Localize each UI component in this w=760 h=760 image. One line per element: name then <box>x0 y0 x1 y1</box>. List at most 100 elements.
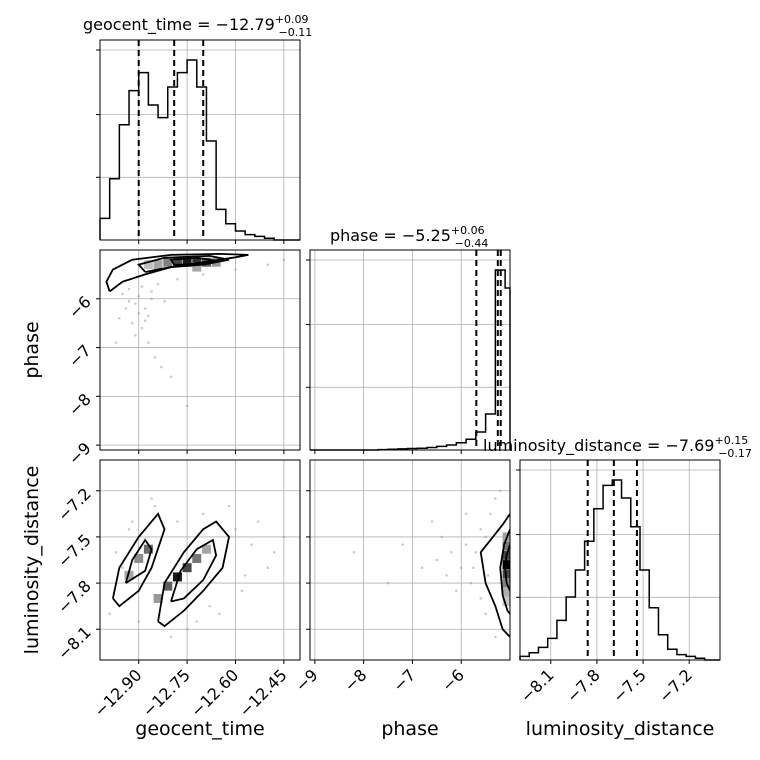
scatter-point <box>150 290 153 293</box>
scatter-point <box>464 543 468 546</box>
ytick-label-phase: −8 <box>65 390 95 420</box>
density-cell <box>163 581 173 591</box>
scatter-point <box>140 285 144 288</box>
density-cell <box>502 587 510 597</box>
scatter-point <box>169 635 173 639</box>
scatter-point <box>464 512 468 516</box>
frame-luminosity_distance_vs_geocent_time <box>99 459 301 661</box>
ytick-label-luminosity_distance: −7.8 <box>54 576 95 617</box>
scatter-point <box>266 263 270 266</box>
scatter-point <box>459 566 463 569</box>
hist-panel-geocent_time <box>96 39 301 244</box>
scatter-point <box>445 574 448 577</box>
scatter-point <box>127 527 131 531</box>
density-cell <box>192 257 202 267</box>
hist-steps-luminosity_distance <box>519 479 720 661</box>
xtick-label-luminosity_distance: −7.5 <box>609 665 650 706</box>
frame-phase_vs_geocent_time <box>99 249 301 451</box>
density-cell <box>172 257 182 267</box>
xtick-label-luminosity_distance: −8.1 <box>517 665 558 706</box>
scatter-point <box>489 512 492 516</box>
scatter-point <box>484 535 487 539</box>
xlabel-phase: phase <box>381 718 438 740</box>
contour-line <box>137 254 230 273</box>
contour-line <box>105 253 249 293</box>
xtick-label-phase: −6 <box>438 665 468 695</box>
scatter-point <box>208 604 211 608</box>
scatter-point <box>474 551 478 554</box>
xtick-label-geocent_time: −12.60 <box>187 665 242 720</box>
contour-line <box>479 513 510 638</box>
ytick-label-phase: −9 <box>65 439 95 469</box>
scatter-point <box>185 404 189 408</box>
hist-panel-phase <box>306 249 511 454</box>
density-cell <box>182 563 192 573</box>
title-phase: phase = −5.25+0.06 −0.44 <box>330 224 488 250</box>
scatter-point <box>243 574 247 577</box>
scatter-point <box>150 297 153 301</box>
scatter-point <box>130 321 134 325</box>
scatter-point <box>282 258 286 262</box>
panel-phase_vs_geocent_time <box>96 249 301 454</box>
scatter-point <box>137 620 141 623</box>
density-cell <box>502 541 510 551</box>
contour-line <box>112 512 166 608</box>
xtick-label-geocent_time: −12.45 <box>235 665 290 720</box>
scatter-point <box>218 612 221 616</box>
scatter-point <box>201 512 205 516</box>
scatter-point <box>494 635 497 639</box>
scatter-point <box>240 589 244 593</box>
scatter-point <box>156 282 160 286</box>
scatter-point <box>440 535 444 539</box>
scatter-point <box>195 620 199 623</box>
panel-content-luminosity_distance_vs_geocent_time <box>100 460 300 660</box>
scatter-point <box>484 612 487 616</box>
panel-content-phase_vs_geocent_time <box>100 250 300 450</box>
scatter-point <box>140 326 144 330</box>
scatter-point <box>134 302 137 305</box>
plot-layer: −12.90−12.75−12.60−12.45 −9 −8 −7 −6 −8.1 −7.8… <box>54 39 721 721</box>
xtick-label-luminosity_distance: −7.2 <box>655 665 696 706</box>
density-cell <box>153 260 163 270</box>
xtick-label-geocent_time: −12.90 <box>90 665 145 720</box>
scatter-point <box>150 497 153 500</box>
density-cell <box>182 257 192 267</box>
ytick-label-phase: −7 <box>65 341 95 371</box>
scatter-point <box>121 566 124 569</box>
scatter-point <box>163 299 166 303</box>
scatter-point <box>121 292 124 296</box>
xlabel-geocent-time: geocent_time <box>135 718 264 740</box>
scatter-point <box>127 299 131 303</box>
title-luminosity-distance: luminosity_distance = −7.69+0.15 −0.17 <box>483 434 752 460</box>
scatter-point <box>435 558 439 562</box>
xtick-label-phase: −7 <box>389 665 419 695</box>
scatter-point <box>420 566 424 569</box>
xtick-label-luminosity_distance: −7.8 <box>563 665 604 706</box>
ytick-label-phase: −6 <box>65 292 95 322</box>
scatter-point <box>234 527 237 531</box>
scatter-point <box>352 551 356 554</box>
xlabel-luminosity-distance: luminosity_distance <box>526 718 715 740</box>
scatter-point <box>130 520 134 523</box>
hist-frame-geocent_time <box>99 39 301 241</box>
scatter-point <box>386 581 390 585</box>
scatter-point <box>114 551 118 554</box>
hist-frame-phase <box>309 249 511 451</box>
contour-line <box>124 538 153 584</box>
contour-line <box>504 544 510 592</box>
hist-steps-geocent_time <box>99 59 300 241</box>
scatter-point <box>137 312 141 315</box>
scatter-point <box>227 504 231 508</box>
density-cell <box>192 262 202 272</box>
contour-line <box>157 520 231 628</box>
scatter-point <box>134 334 137 337</box>
density-cell <box>124 570 134 580</box>
contour-line <box>170 538 218 603</box>
scatter-point <box>472 566 475 569</box>
scatter-point <box>153 504 157 508</box>
ytick-label-luminosity_distance: −8.1 <box>54 623 95 664</box>
panel-content-luminosity_distance_vs_phase <box>310 460 510 660</box>
contour-line <box>499 528 510 615</box>
scatter-point <box>176 520 179 523</box>
